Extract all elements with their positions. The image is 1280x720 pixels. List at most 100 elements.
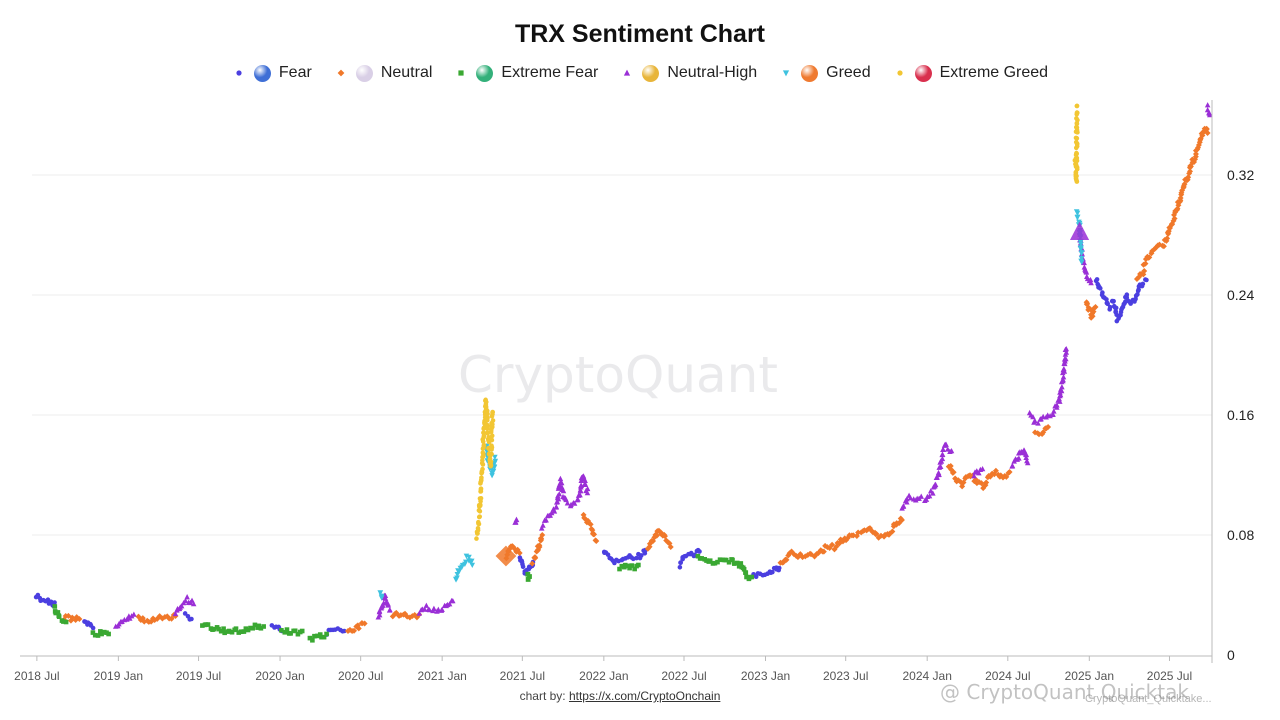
data-point	[361, 620, 368, 627]
data-point	[646, 543, 653, 550]
data-point	[948, 466, 955, 473]
data-point	[226, 628, 232, 634]
data-point	[139, 615, 146, 622]
legend-entry[interactable]: Fear	[232, 64, 312, 82]
data-point	[182, 611, 188, 616]
data-point	[485, 430, 491, 436]
data-point	[1073, 124, 1079, 130]
data-point	[489, 443, 494, 448]
data-point	[1040, 429, 1047, 436]
data-point	[92, 632, 98, 638]
data-point	[557, 475, 564, 482]
data-point	[577, 488, 584, 494]
data-point	[1078, 246, 1084, 252]
data-point	[492, 454, 498, 460]
x-tick-label: 2024 Jan	[902, 669, 951, 683]
data-point	[1097, 286, 1103, 291]
data-point	[150, 615, 157, 622]
data-point	[489, 473, 495, 479]
data-point	[581, 514, 588, 521]
data-point	[324, 631, 329, 637]
data-point	[205, 622, 211, 627]
data-point	[233, 626, 239, 631]
data-point	[947, 462, 954, 469]
data-point	[241, 629, 247, 634]
data-point	[1078, 250, 1085, 257]
legend-entry[interactable]: Greed	[779, 64, 871, 82]
data-point	[731, 561, 737, 566]
data-point	[1107, 304, 1113, 310]
legend-entry[interactable]: Extreme Fear	[454, 64, 598, 82]
data-point	[1203, 126, 1210, 133]
data-point	[1024, 460, 1031, 466]
legend-label: Neutral-High	[667, 64, 758, 81]
data-point	[490, 422, 495, 427]
cryptoquant-watermark: CryptoQuant	[458, 346, 778, 404]
data-point	[1083, 269, 1090, 275]
data-point	[341, 628, 347, 634]
data-point	[1105, 301, 1110, 307]
data-point	[480, 458, 485, 463]
data-point	[822, 542, 829, 549]
data-point	[282, 630, 288, 635]
data-point	[200, 623, 205, 628]
data-point	[1063, 346, 1070, 352]
data-point	[315, 633, 320, 639]
data-point	[1006, 469, 1013, 475]
x-tick-label: 2023 Jan	[741, 669, 790, 683]
data-point	[1023, 451, 1030, 458]
data-point	[489, 451, 494, 457]
x-tick-label: 2023 Jul	[823, 669, 868, 683]
legend-entry[interactable]: Extreme Greed	[893, 64, 1048, 82]
data-point	[435, 606, 442, 612]
y-tick-label: 0.08	[1227, 527, 1254, 543]
data-point	[1187, 168, 1194, 175]
data-point	[1184, 176, 1191, 183]
x-tick-label: 2020 Jul	[338, 669, 383, 683]
data-point	[898, 517, 905, 523]
data-point	[1061, 365, 1067, 372]
data-point	[236, 630, 242, 635]
data-point	[137, 616, 144, 623]
data-point	[1133, 276, 1140, 283]
legend-entry[interactable]: Neutral-High	[620, 64, 757, 82]
data-point	[1063, 355, 1069, 362]
data-point	[1204, 130, 1211, 136]
series-extreme-greed	[474, 103, 1080, 541]
credit-link[interactable]: https://x.com/CryptoOnchain	[568, 689, 721, 703]
data-point	[877, 532, 884, 539]
data-point	[717, 557, 723, 562]
data-point	[723, 557, 729, 563]
legend-label: Extreme Greed	[939, 64, 1049, 81]
legend-marker-shape	[236, 70, 242, 76]
data-point	[591, 531, 598, 538]
data-point	[1035, 420, 1041, 426]
data-point	[106, 631, 111, 637]
data-point	[1063, 349, 1070, 355]
data-point	[1087, 276, 1094, 283]
data-point	[258, 625, 264, 631]
data-point	[477, 514, 483, 519]
legend-entry[interactable]: Neutral	[334, 64, 432, 82]
data-point	[156, 613, 163, 620]
data-point	[221, 626, 226, 631]
data-point	[423, 602, 430, 608]
data-point	[431, 605, 437, 611]
data-point	[580, 511, 587, 518]
data-point	[634, 555, 639, 561]
data-point	[1170, 217, 1177, 224]
data-point	[469, 562, 476, 568]
data-point	[886, 530, 893, 537]
data-point	[555, 496, 562, 502]
data-point	[627, 565, 632, 571]
data-point	[90, 625, 96, 631]
data-point	[512, 518, 519, 525]
data-point	[571, 500, 578, 506]
data-point	[850, 532, 857, 539]
x-tick-label: 2025 Jan	[1065, 669, 1114, 683]
data-point	[1146, 254, 1153, 261]
green-ball-icon	[476, 64, 494, 82]
data-point	[1124, 292, 1130, 297]
chart-title: TRX Sentiment Chart	[514, 20, 766, 48]
data-point	[1181, 181, 1188, 188]
